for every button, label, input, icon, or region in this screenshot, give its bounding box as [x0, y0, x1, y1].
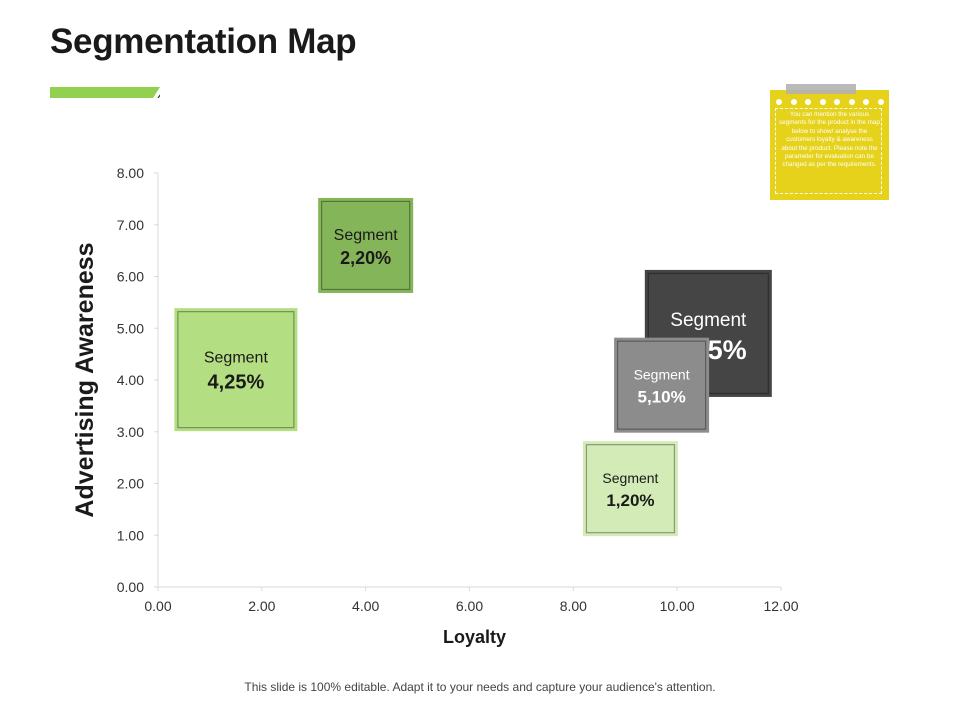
segment-box [614, 337, 710, 433]
sticky-tape [786, 84, 856, 94]
x-tick-label: 12.00 [763, 598, 798, 614]
segment-label: Segment [602, 470, 658, 486]
segment-value-label: 2,20% [340, 248, 391, 268]
y-tick-label: 5.00 [117, 320, 144, 336]
y-tick-label: 1.00 [117, 527, 144, 543]
x-tick-label: 4.00 [352, 598, 379, 614]
sticky-dot [848, 99, 855, 105]
segment-value-label: 5,10% [637, 388, 685, 407]
y-tick-label: 0.00 [117, 579, 144, 595]
footer-text: This slide is 100% editable. Adapt it to… [244, 680, 716, 694]
accent-bar [50, 87, 160, 98]
segment-label: Segment [670, 310, 747, 331]
x-tick-label: 8.00 [560, 598, 587, 614]
sticky-dot [877, 99, 884, 105]
x-tick-label: 6.00 [456, 598, 483, 614]
x-axis-label: Loyalty [443, 627, 506, 647]
segment-value-label: 1,20% [606, 491, 654, 510]
sticky-dots [776, 99, 884, 105]
segment-label: Segment [334, 227, 399, 244]
y-tick-label: 8.00 [117, 165, 144, 181]
sticky-dashed-frame [775, 108, 882, 194]
segment-box-border [321, 200, 411, 291]
y-tick-label: 4.00 [117, 372, 144, 388]
sticky-note: You can mention the various segments for… [770, 84, 889, 200]
y-tick-label: 7.00 [117, 217, 144, 233]
accent-bar-slash [157, 94, 160, 98]
segment-box [318, 197, 414, 293]
y-tick-label: 2.00 [117, 476, 144, 492]
x-tick-label: 10.00 [660, 598, 695, 614]
sticky-note-text: You can mention the various segments for… [779, 111, 880, 169]
segment-box [174, 308, 298, 432]
accent-bar-fill [50, 87, 160, 98]
segment-box [582, 441, 678, 537]
sticky-dot [834, 99, 841, 105]
sticky-dot [776, 99, 782, 105]
segment-value-label: 4,25% [208, 371, 265, 393]
page-title: Segmentation Map [50, 22, 357, 61]
segment-label: Segment [634, 367, 690, 383]
segment-box-border [585, 444, 676, 534]
x-tick-label: 2.00 [248, 598, 275, 614]
sticky-dot [790, 99, 797, 105]
sticky-dot [819, 99, 826, 105]
y-tick-label: 6.00 [117, 269, 144, 285]
segment-box-border [616, 340, 707, 430]
y-axis-label: Advertising Awareness [71, 242, 99, 517]
y-tick-label: 3.00 [117, 424, 144, 440]
segment-label: Segment [204, 349, 269, 366]
sticky-dot [805, 99, 812, 105]
sticky-dot [863, 99, 870, 105]
segment-box-border [177, 311, 295, 429]
x-tick-label: 0.00 [144, 598, 171, 614]
